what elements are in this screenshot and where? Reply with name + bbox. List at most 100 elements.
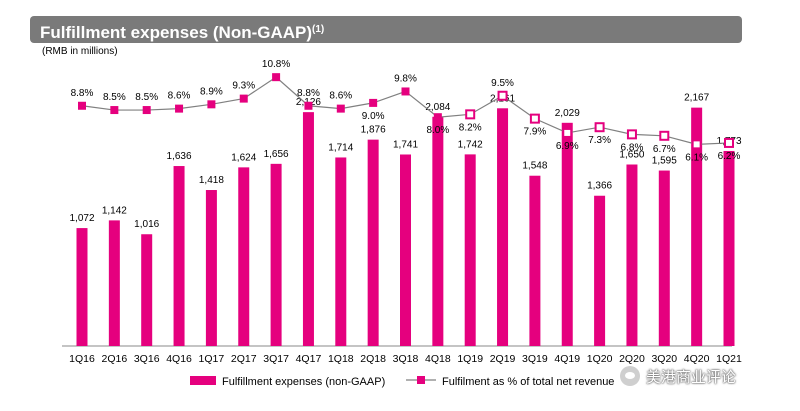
pct-label-1Q19: 8.2%	[459, 122, 482, 133]
marker-1Q17	[207, 100, 216, 109]
pct-label-1Q20: 7.3%	[588, 135, 611, 146]
bar-4Q16	[173, 166, 185, 346]
pct-label-2Q19: 9.5%	[491, 78, 514, 89]
legend: Fulfillment expenses (non-GAAP) Fulfilme…	[190, 376, 614, 388]
bar-1Q18	[335, 157, 347, 346]
marker-1Q18	[336, 104, 345, 113]
bar-2Q20	[626, 164, 638, 346]
marker-4Q17	[304, 101, 313, 110]
marker-3Q16	[142, 106, 151, 115]
x-tick-3Q19: 3Q19	[522, 353, 548, 365]
marker-1Q20	[594, 122, 605, 133]
marker-3Q20	[659, 130, 670, 141]
bar-2Q16	[108, 220, 120, 346]
marker-4Q20	[691, 139, 702, 150]
bar-label-1Q18: 1,714	[328, 142, 353, 153]
legend-line-label: Fulfilment as % of total net revenue	[442, 376, 614, 388]
pct-label-2Q17: 9.3%	[232, 81, 255, 92]
bar-label-3Q17: 1,656	[264, 149, 289, 160]
bar-label-2Q20: 1,650	[619, 150, 644, 161]
x-tick-3Q20: 3Q20	[651, 353, 677, 365]
bar-label-4Q19: 2,029	[555, 108, 580, 119]
bar-label-4Q20: 2,167	[684, 93, 709, 104]
x-tick-1Q18: 1Q18	[328, 353, 354, 365]
x-tick-4Q16: 4Q16	[166, 353, 192, 365]
x-tick-2Q18: 2Q18	[360, 353, 386, 365]
bar-label-2Q16: 1,142	[102, 205, 127, 216]
x-tick-2Q17: 2Q17	[231, 353, 257, 365]
wechat-icon	[620, 366, 640, 386]
bar-1Q19	[464, 154, 476, 346]
pct-label-2Q16: 8.5%	[103, 92, 126, 103]
bar-3Q17	[270, 163, 282, 346]
title-footnote-marker: (1)	[312, 24, 325, 35]
bar-label-1Q19: 1,742	[458, 139, 483, 150]
marker-2Q19	[497, 90, 508, 101]
marker-2Q20	[626, 129, 637, 140]
bar-label-4Q16: 1,636	[167, 151, 192, 162]
marker-2Q17	[239, 94, 248, 103]
bar-label-1Q17: 1,418	[199, 175, 224, 186]
bar-2Q18	[367, 139, 379, 346]
x-tick-3Q18: 3Q18	[393, 353, 419, 365]
marker-2Q18	[369, 98, 378, 107]
marker-4Q18	[433, 113, 442, 122]
bar-3Q18	[400, 154, 411, 346]
pct-label-3Q20: 6.7%	[653, 144, 676, 155]
bar-series	[76, 107, 735, 346]
x-tick-4Q19: 4Q19	[554, 353, 580, 365]
chart-title-bar: Fulfillment expenses (Non-GAAP)(1)	[30, 16, 742, 43]
percent-value-labels: 8.8% 8.5% 8.5% 8.6% 8.9% 9.3% 10.8% 8.8% 8.6% 9.0…	[71, 59, 741, 163]
bar-2Q19	[497, 108, 509, 346]
watermark-text: 美港商业评论	[646, 367, 737, 386]
marker-1Q16	[78, 101, 86, 110]
pct-label-1Q17: 8.9%	[200, 86, 223, 97]
x-tick-1Q19: 1Q19	[457, 353, 483, 365]
bar-3Q20	[658, 170, 670, 346]
bar-1Q16	[76, 228, 88, 346]
bar-label-3Q16: 1,016	[134, 219, 159, 230]
x-tick-3Q17: 3Q17	[263, 353, 289, 365]
marker-3Q17	[272, 73, 281, 82]
bar-3Q16	[141, 234, 153, 346]
pct-label-1Q21: 6.2%	[718, 151, 741, 162]
pct-label-4Q16: 8.6%	[168, 91, 191, 102]
x-tick-labels: 1Q16 2Q16 3Q16 4Q16 1Q17 2Q17 3Q17 4Q17 1Q18 2Q18…	[69, 353, 742, 365]
bar-label-3Q18: 1,741	[393, 139, 418, 150]
bar-2Q17	[238, 167, 250, 346]
x-tick-2Q16: 2Q16	[102, 353, 128, 365]
watermark: 美港商业评论	[620, 362, 736, 390]
legend-bar-swatch	[190, 376, 216, 385]
percent-series-markers	[78, 73, 734, 150]
pct-label-3Q19: 7.9%	[524, 127, 547, 138]
chart-title: Fulfillment expenses (Non-GAAP)	[40, 23, 313, 42]
bar-1Q21	[723, 150, 735, 346]
bar-4Q17	[302, 112, 314, 346]
bar-label-3Q19: 1,548	[522, 161, 547, 172]
x-tick-1Q21: 1Q21	[716, 353, 742, 365]
bar-3Q19	[529, 175, 541, 346]
pct-label-1Q16: 8.8%	[71, 88, 94, 99]
pct-label-4Q17: 8.8%	[297, 88, 320, 99]
marker-4Q16	[175, 104, 184, 113]
marker-1Q21	[724, 137, 734, 148]
marker-1Q19	[465, 109, 476, 120]
bar-4Q19	[561, 122, 573, 346]
pct-label-1Q18: 8.6%	[329, 91, 352, 102]
pct-label-2Q20: 6.8%	[621, 142, 644, 153]
bar-label-2Q17: 1,624	[231, 152, 256, 163]
pct-label-3Q17: 10.8%	[262, 59, 290, 70]
bar-label-2Q18: 1,876	[361, 125, 386, 136]
x-tick-3Q16: 3Q16	[134, 353, 160, 365]
pct-label-2Q18: 9.0%	[362, 111, 385, 122]
bar-label-4Q18: 2,084	[425, 102, 450, 113]
x-tick-4Q18: 4Q18	[425, 353, 451, 365]
marker-3Q19	[529, 113, 540, 124]
bar-1Q17	[205, 190, 217, 346]
x-tick-2Q20: 2Q20	[619, 353, 645, 365]
marker-2Q16	[110, 106, 119, 115]
x-tick-1Q16: 1Q16	[69, 353, 95, 365]
bar-4Q20	[691, 107, 703, 346]
x-tick-2Q19: 2Q19	[490, 353, 516, 365]
